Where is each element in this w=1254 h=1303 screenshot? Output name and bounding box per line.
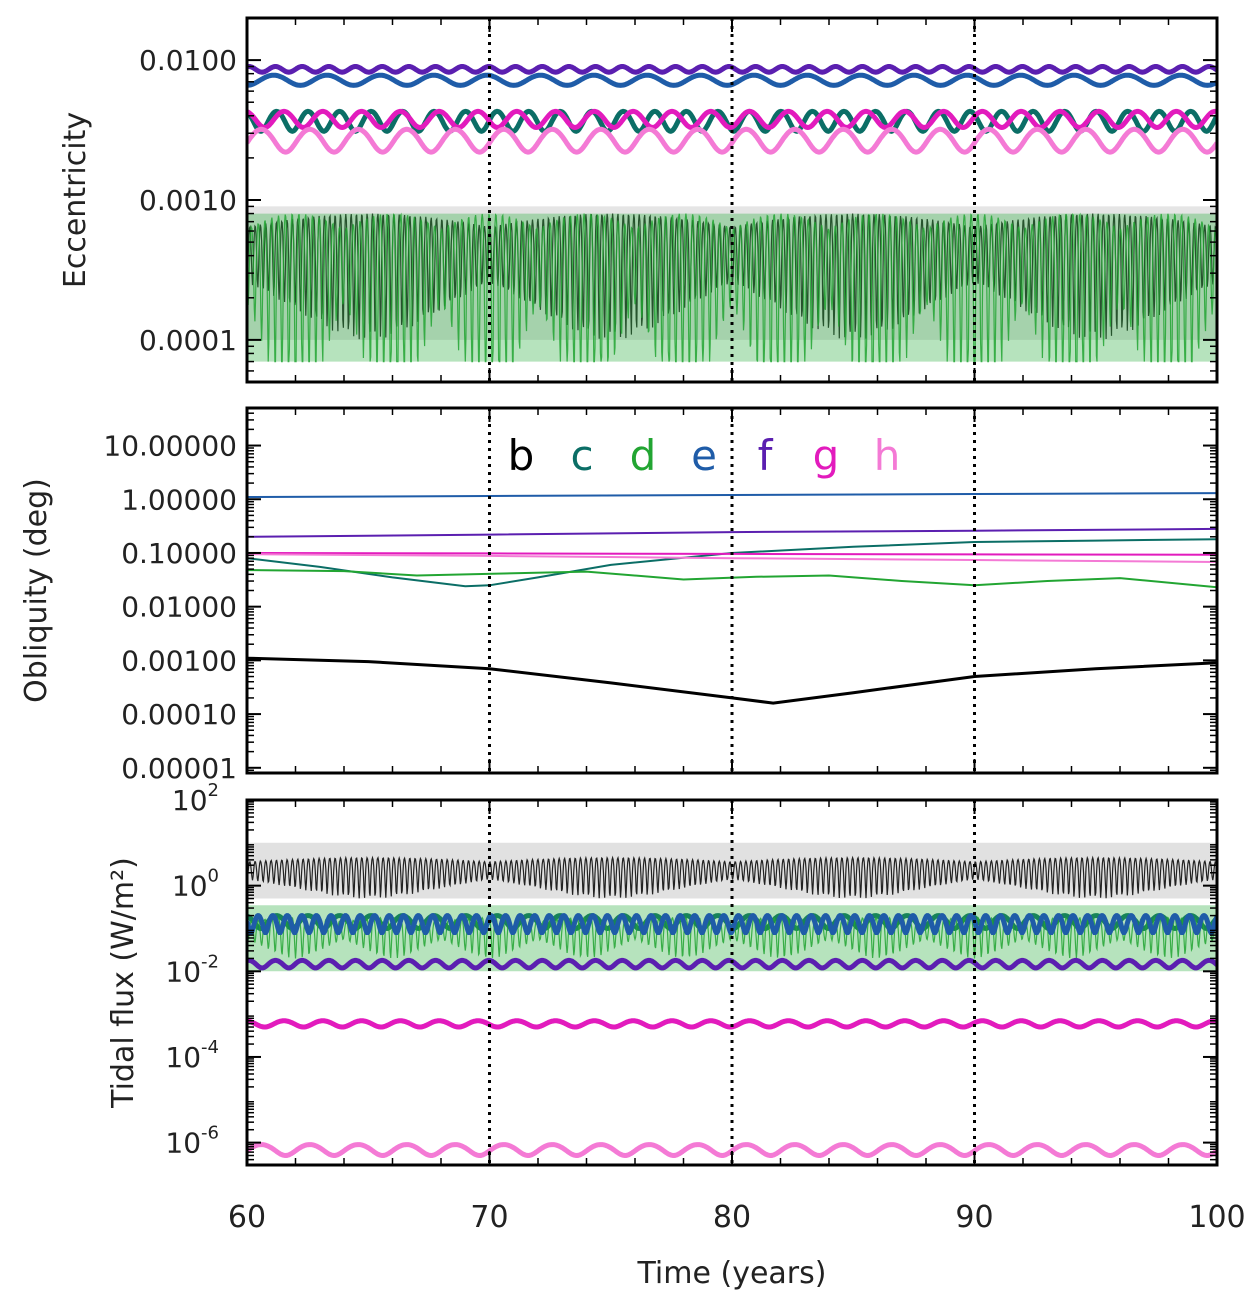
plot-area-middle <box>247 492 1217 705</box>
legend-e: e <box>691 431 717 480</box>
ytick-label-bottom: 100 <box>172 866 219 903</box>
ytick-label-bottom: 10-4 <box>165 1037 219 1074</box>
legend-g: g <box>813 431 840 480</box>
ytick-label-middle: 0.01000 <box>121 591 237 624</box>
series-middle-b <box>247 656 1217 705</box>
series-middle-f <box>247 527 1217 538</box>
series-bottom-e <box>247 913 1217 935</box>
ytick-label-middle: 0.00100 <box>121 644 237 677</box>
frame-middle <box>245 406 1219 775</box>
ytick-label-bottom: 102 <box>172 780 219 817</box>
legend-h: h <box>874 431 901 480</box>
ytick-label-middle: 0.00010 <box>121 698 237 731</box>
ylabel-middle: Obliquity (deg) <box>19 478 54 703</box>
panel-top: 0.0001 0.0010 0.0100 Eccentricity <box>58 16 1219 384</box>
ytick-label-top: 0.0100 <box>139 44 237 77</box>
xlabel: Time (years) <box>637 1256 827 1291</box>
ytick-label-middle: 10.00000 <box>103 430 237 463</box>
series-middle-d <box>247 569 1217 589</box>
xtick-label: 100 <box>1188 1200 1245 1235</box>
ytick-label-middle: 0.10000 <box>121 537 237 570</box>
series-top-d <box>247 212 1217 363</box>
legend-b: b <box>508 431 535 480</box>
plot-area-top <box>247 64 1217 363</box>
series-middle-h <box>247 553 1217 563</box>
series-middle-e <box>247 492 1217 498</box>
ytick-label-middle: 0.00001 <box>121 752 237 785</box>
ylabel-bottom: Tidal flux (W/m²) <box>106 857 141 1109</box>
xtick-label: 80 <box>713 1200 751 1235</box>
ytick-label-middle: 1.00000 <box>121 483 237 516</box>
ytick-label-bottom: 10-2 <box>165 951 219 988</box>
legend-f: f <box>758 431 774 480</box>
xtick-label: 90 <box>955 1200 993 1235</box>
ytick-label-bottom: 10-6 <box>165 1123 219 1160</box>
ylabel-top: Eccentricity <box>58 112 93 288</box>
legend-c: c <box>570 431 593 480</box>
series-bottom-b <box>247 855 1217 899</box>
panel-middle: 0.00001 0.00010 0.00100 0.01000 0.10000 1.000… <box>19 406 1219 785</box>
series-bottom-h <box>247 1142 1217 1158</box>
xtick-label: 70 <box>470 1200 508 1235</box>
series-top-h <box>247 126 1217 155</box>
ytick-label-top: 0.0001 <box>139 324 237 357</box>
panel-bottom: 10-6 10-4 10-2 100 102 Tidal flux (W/m²) 60 70 8… <box>106 780 1246 1291</box>
series-top-g <box>247 108 1217 131</box>
xtick-label: 60 <box>228 1200 266 1235</box>
legend-d: d <box>630 431 657 480</box>
ytick-label-top: 0.0010 <box>139 184 237 217</box>
